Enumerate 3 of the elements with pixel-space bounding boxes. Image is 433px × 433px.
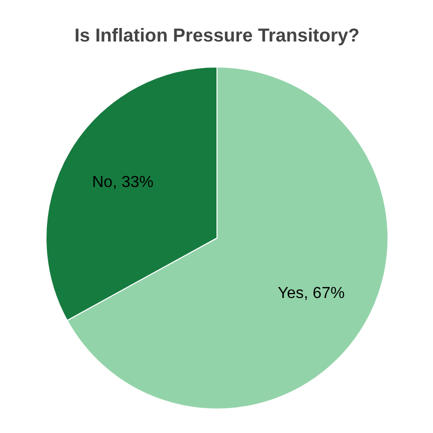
slice-label: Yes, 67%	[278, 285, 345, 302]
slice-label: No, 33%	[92, 174, 154, 191]
chart-title: Is Inflation Pressure Transitory?	[74, 24, 360, 46]
